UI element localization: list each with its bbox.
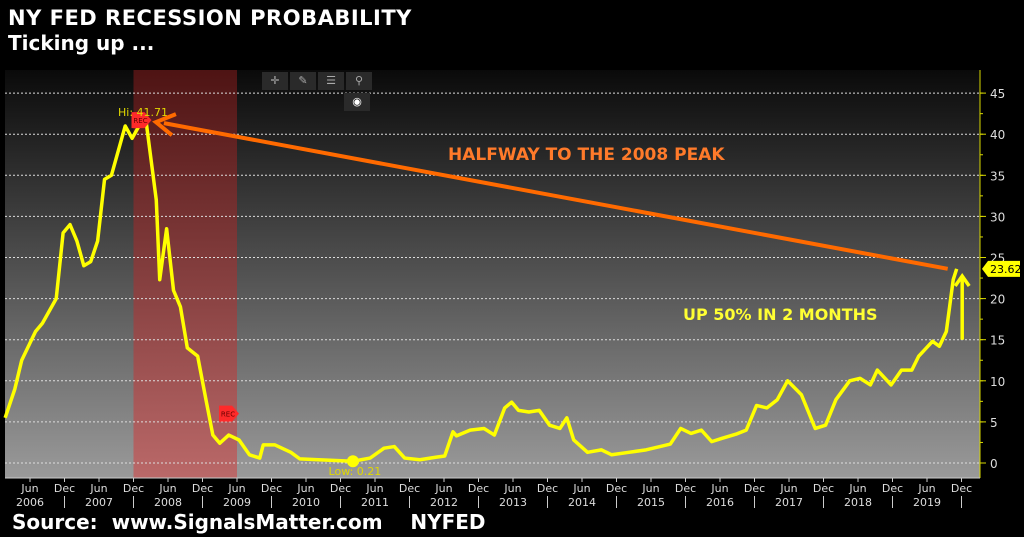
zoom-icon[interactable]: ⚲: [346, 72, 372, 90]
source-label: Source: www.SignalsMatter.com NYFED: [12, 510, 486, 534]
x-tick-month: Dec: [813, 482, 834, 495]
x-tick-month: Dec: [330, 482, 351, 495]
x-tick-month: Dec: [399, 482, 420, 495]
x-tick-month: Dec: [192, 482, 213, 495]
x-tick-month: Jun: [89, 482, 107, 495]
halfway-arrow: [163, 121, 949, 271]
x-tick-year: 2019: [913, 496, 941, 509]
x-tick-month: Jun: [848, 482, 866, 495]
x-tick-month: Jun: [779, 482, 797, 495]
y-tick-label: 15: [990, 334, 1005, 348]
last-value-tag: [982, 260, 1020, 277]
x-tick-month: Dec: [606, 482, 627, 495]
x-tick-year: 2009: [223, 496, 251, 509]
x-tick-month: Dec: [744, 482, 765, 495]
x-tick-year: 2015: [637, 496, 665, 509]
last-value: 23.62: [990, 263, 1022, 276]
x-tick-year: 2013: [499, 496, 527, 509]
up-text: UP 50% IN 2 MONTHS: [683, 305, 878, 324]
y-tick-label: 5: [990, 416, 998, 430]
low-marker: [346, 455, 359, 468]
x-tick-month: Jun: [572, 482, 590, 495]
x-tick-year: 2016: [706, 496, 734, 509]
y-tick-label: 35: [990, 169, 1005, 183]
y-tick-label: 40: [990, 128, 1005, 142]
pen-icon[interactable]: ✎: [290, 72, 316, 90]
rec-marker: [219, 405, 239, 422]
x-tick-year: 2018: [844, 496, 872, 509]
x-tick-month: Dec: [882, 482, 903, 495]
x-tick-month: Dec: [123, 482, 144, 495]
legend-icon[interactable]: ☰: [318, 72, 344, 90]
rec-marker: [131, 112, 152, 129]
y-tick-label: 30: [990, 210, 1005, 224]
x-tick-month: Jun: [917, 482, 935, 495]
x-tick-month: Dec: [261, 482, 282, 495]
x-tick-year: 2008: [154, 496, 182, 509]
halfway-text: HALFWAY TO THE 2008 PEAK: [448, 145, 725, 165]
x-tick-year: 2007: [85, 496, 113, 509]
x-tick-month: Jun: [296, 482, 314, 495]
x-tick-month: Jun: [710, 482, 728, 495]
rec-marker-label: REC: [133, 117, 147, 125]
x-tick-month: Jun: [227, 482, 245, 495]
series-line: [3, 118, 959, 464]
settings-icon[interactable]: ◉: [344, 93, 370, 111]
low-label: Low: 0.21: [329, 465, 382, 478]
x-tick-month: Dec: [468, 482, 489, 495]
chart-subtitle: Ticking up ...: [8, 31, 155, 55]
x-tick-month: Dec: [951, 482, 972, 495]
halfway-arrow-head: [152, 112, 177, 137]
x-tick-month: Jun: [641, 482, 659, 495]
x-tick-month: Jun: [434, 482, 452, 495]
x-tick-month: Dec: [537, 482, 558, 495]
x-tick-month: Jun: [158, 482, 176, 495]
x-tick-month: Dec: [54, 482, 75, 495]
x-tick-month: Dec: [675, 482, 696, 495]
high-label: Hi: 41.71: [118, 106, 168, 119]
rec-marker-label: REC: [221, 411, 235, 419]
x-tick-year: 2010: [292, 496, 320, 509]
x-tick-year: 2017: [775, 496, 803, 509]
x-tick-year: 2006: [16, 496, 44, 509]
x-tick-year: 2012: [430, 496, 458, 509]
y-tick-label: 10: [990, 375, 1005, 389]
chart-title: NY FED RECESSION PROBABILITY: [8, 6, 412, 30]
x-tick-year: 2011: [361, 496, 389, 509]
x-tick-month: Jun: [365, 482, 383, 495]
crosshair-icon[interactable]: ✛: [262, 72, 288, 90]
y-tick-label: 20: [990, 293, 1005, 307]
x-tick-year: 2014: [568, 496, 596, 509]
y-tick-label: 45: [990, 87, 1005, 101]
x-tick-month: Jun: [20, 482, 38, 495]
x-tick-month: Jun: [503, 482, 521, 495]
up-arrow-head: [953, 272, 971, 288]
y-tick-label: 0: [990, 457, 998, 471]
